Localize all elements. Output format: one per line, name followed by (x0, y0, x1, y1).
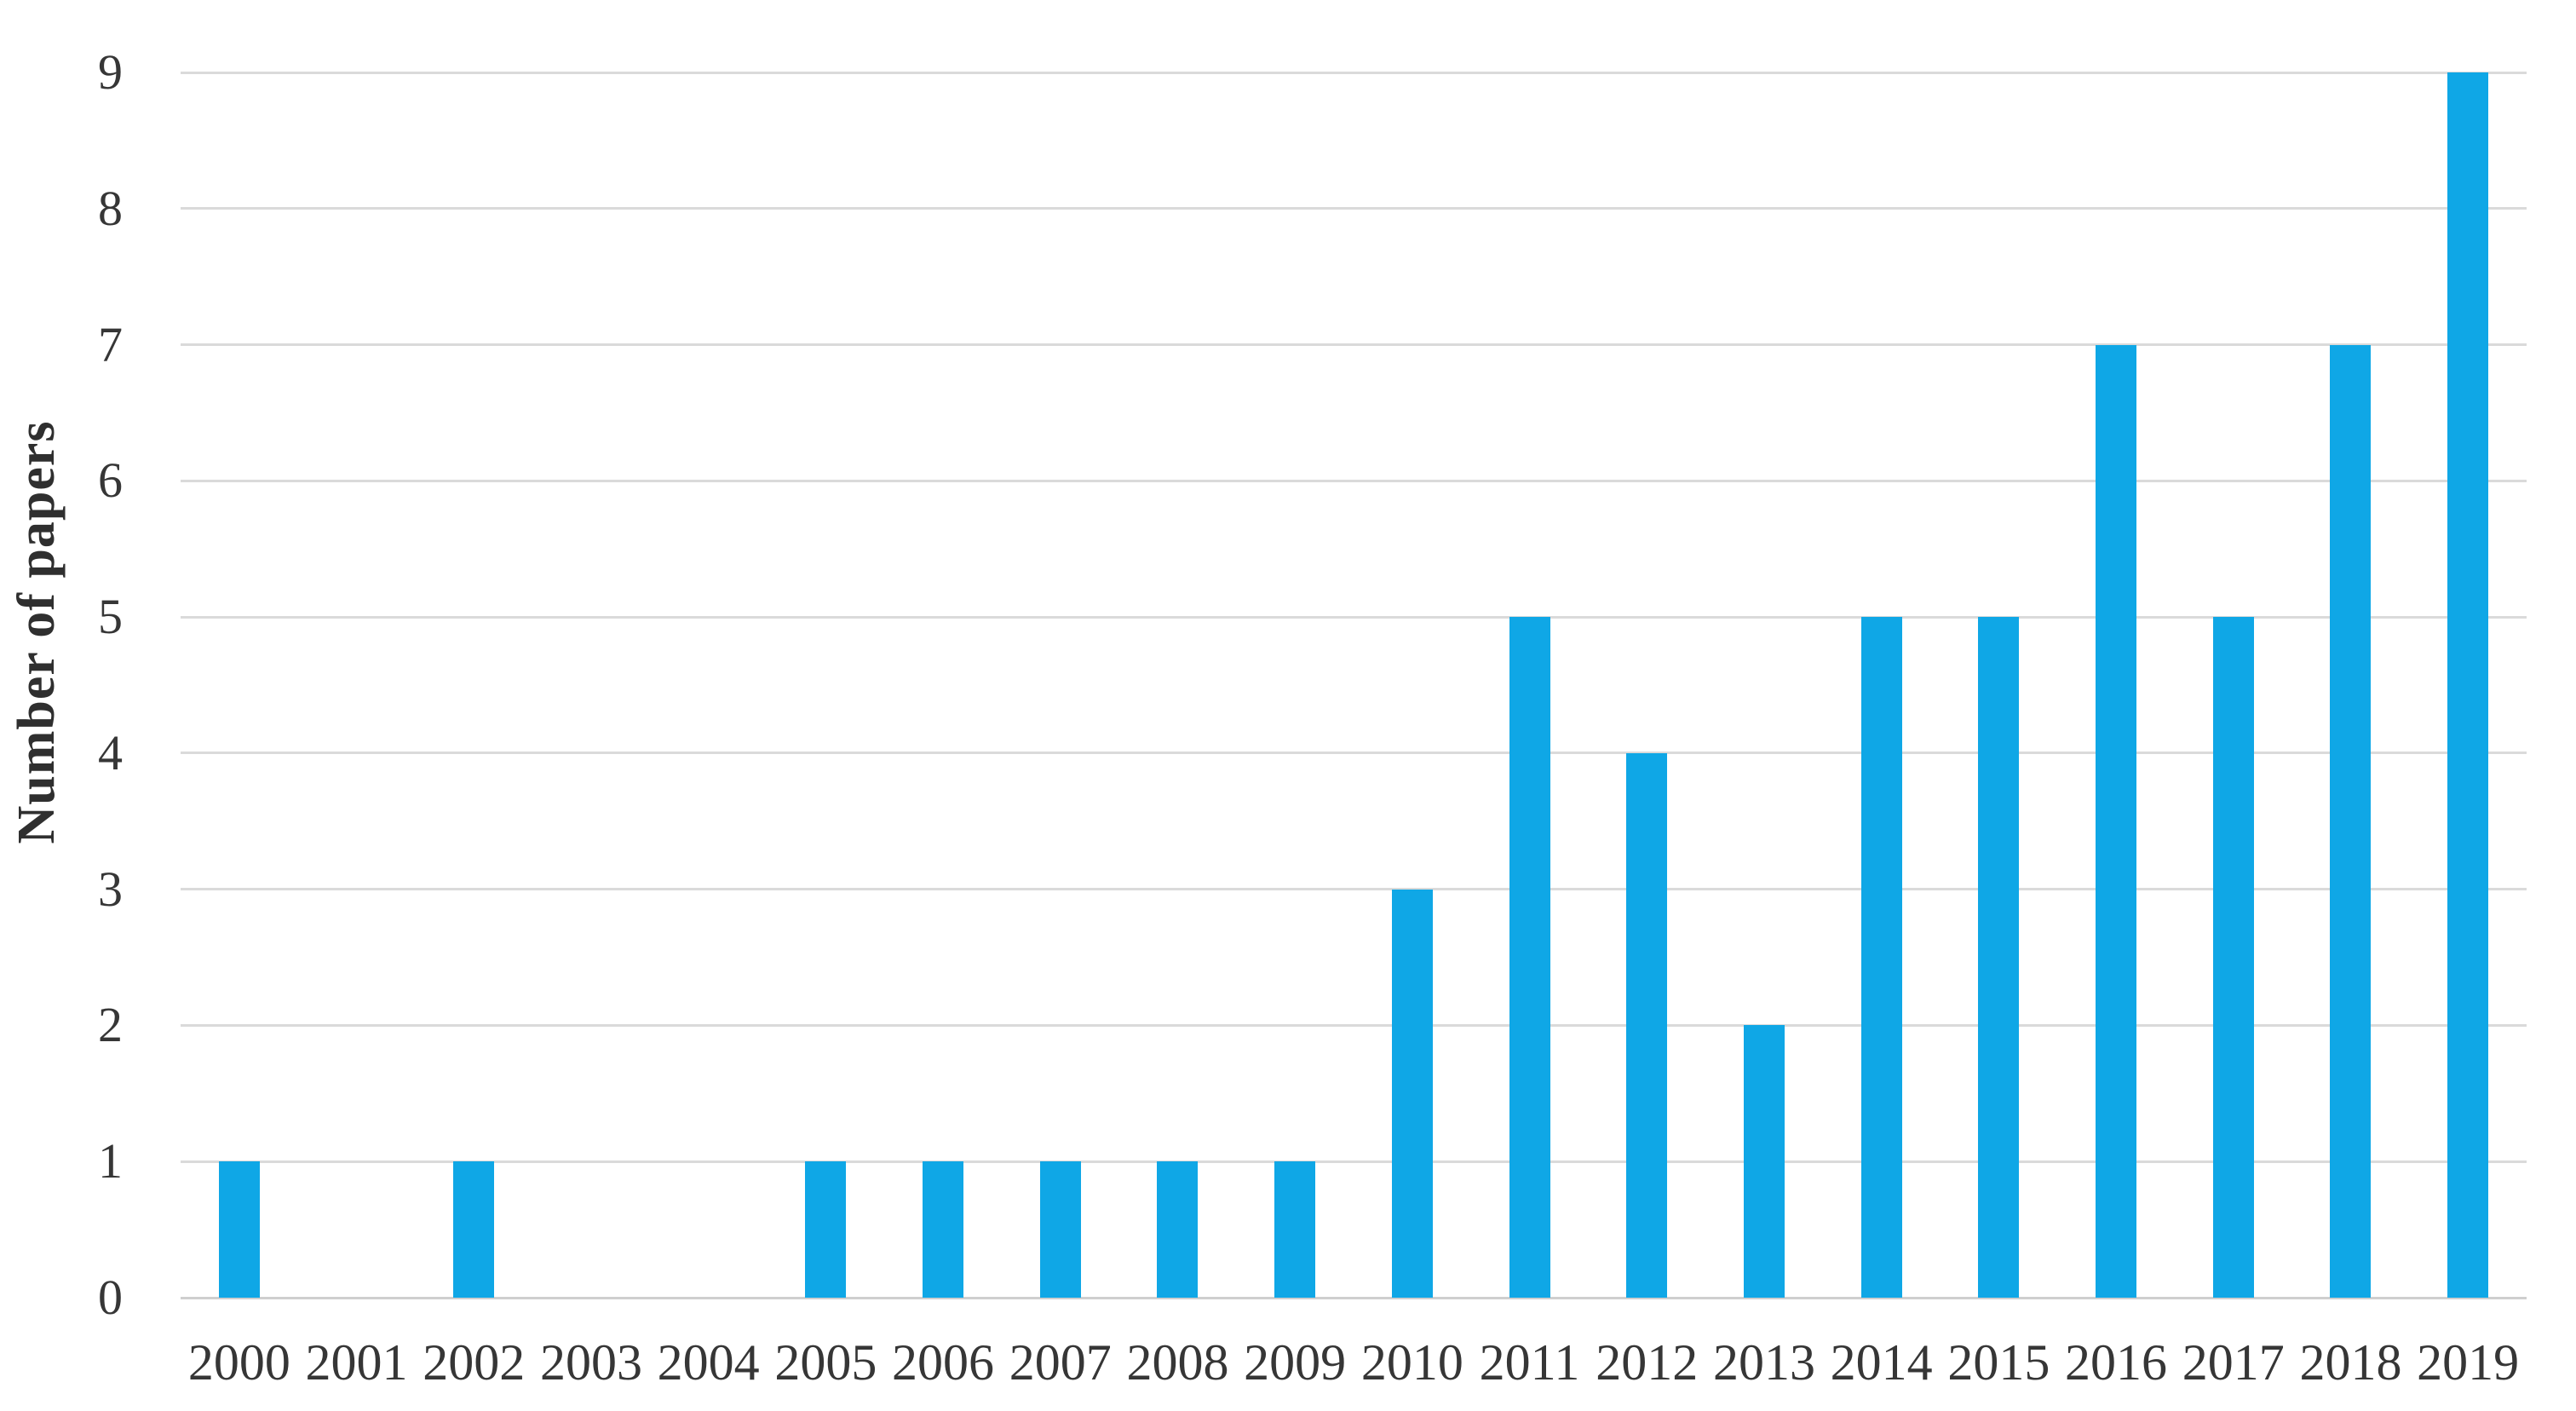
x-tick-label-2017: 2017 (2182, 1334, 2285, 1391)
x-tick-label-2008: 2008 (1126, 1334, 1229, 1391)
gridline (181, 207, 2527, 210)
bar-2009 (1274, 1161, 1316, 1298)
y-tick-label-8: 8 (98, 180, 123, 236)
bar-2017 (2212, 617, 2254, 1298)
gridline (181, 343, 2527, 347)
x-tick-label-2002: 2002 (423, 1334, 526, 1391)
plot-area (181, 71, 2527, 1299)
bar-2014 (1860, 617, 1902, 1298)
bar-2012 (1626, 752, 1668, 1298)
bar-2007 (1039, 1161, 1081, 1298)
bar-2011 (1509, 617, 1550, 1298)
x-tick-label-2010: 2010 (1360, 1334, 1463, 1391)
bar-2005 (805, 1161, 847, 1298)
x-tick-label-2018: 2018 (2299, 1334, 2402, 1391)
gridline (181, 1160, 2527, 1163)
x-tick-label-2016: 2016 (2065, 1334, 2168, 1391)
gridline (181, 752, 2527, 755)
x-tick-label-2009: 2009 (1244, 1334, 1347, 1391)
gridline (181, 615, 2527, 619)
x-axis-line (181, 1296, 2527, 1299)
y-tick-label-9: 9 (98, 44, 123, 100)
x-tick-label-2011: 2011 (1479, 1334, 1580, 1391)
bar-2008 (1157, 1161, 1199, 1298)
x-tick-label-2012: 2012 (1596, 1334, 1699, 1391)
x-tick-label-2004: 2004 (657, 1334, 760, 1391)
y-tick-label-6: 6 (98, 452, 123, 509)
bar-2016 (2096, 344, 2137, 1298)
bar-2002 (453, 1161, 495, 1298)
y-tick-label-7: 7 (98, 316, 123, 372)
x-tick-label-2006: 2006 (892, 1334, 995, 1391)
y-tick-label-4: 4 (98, 724, 123, 780)
bar-2015 (1978, 617, 2020, 1298)
y-tick-label-0: 0 (98, 1270, 123, 1325)
x-tick-label-2013: 2013 (1712, 1334, 1815, 1391)
bar-2010 (1391, 889, 1433, 1298)
gridline (181, 71, 2527, 74)
x-tick-label-2014: 2014 (1830, 1334, 1933, 1391)
x-tick-label-2007: 2007 (1009, 1334, 1112, 1391)
bar-2013 (1743, 1025, 1785, 1298)
y-tick-label-2: 2 (98, 997, 123, 1053)
gridline (181, 479, 2527, 482)
bar-2000 (218, 1161, 260, 1298)
x-tick-label-2001: 2001 (305, 1334, 408, 1391)
x-tick-label-2015: 2015 (1947, 1334, 2050, 1391)
bar-2019 (2447, 72, 2489, 1298)
bar-2018 (2330, 344, 2372, 1298)
bar-2006 (923, 1161, 964, 1298)
y-tick-label-3: 3 (98, 861, 123, 917)
gridline (181, 888, 2527, 891)
x-tick-label-2005: 2005 (774, 1334, 877, 1391)
gridline (181, 1023, 2527, 1027)
x-tick-label-2000: 2000 (187, 1334, 290, 1391)
y-tick-label-1: 1 (98, 1133, 123, 1189)
x-tick-label-2003: 2003 (539, 1334, 642, 1391)
y-tick-label-5: 5 (98, 589, 123, 645)
x-tick-label-2019: 2019 (2417, 1334, 2520, 1391)
